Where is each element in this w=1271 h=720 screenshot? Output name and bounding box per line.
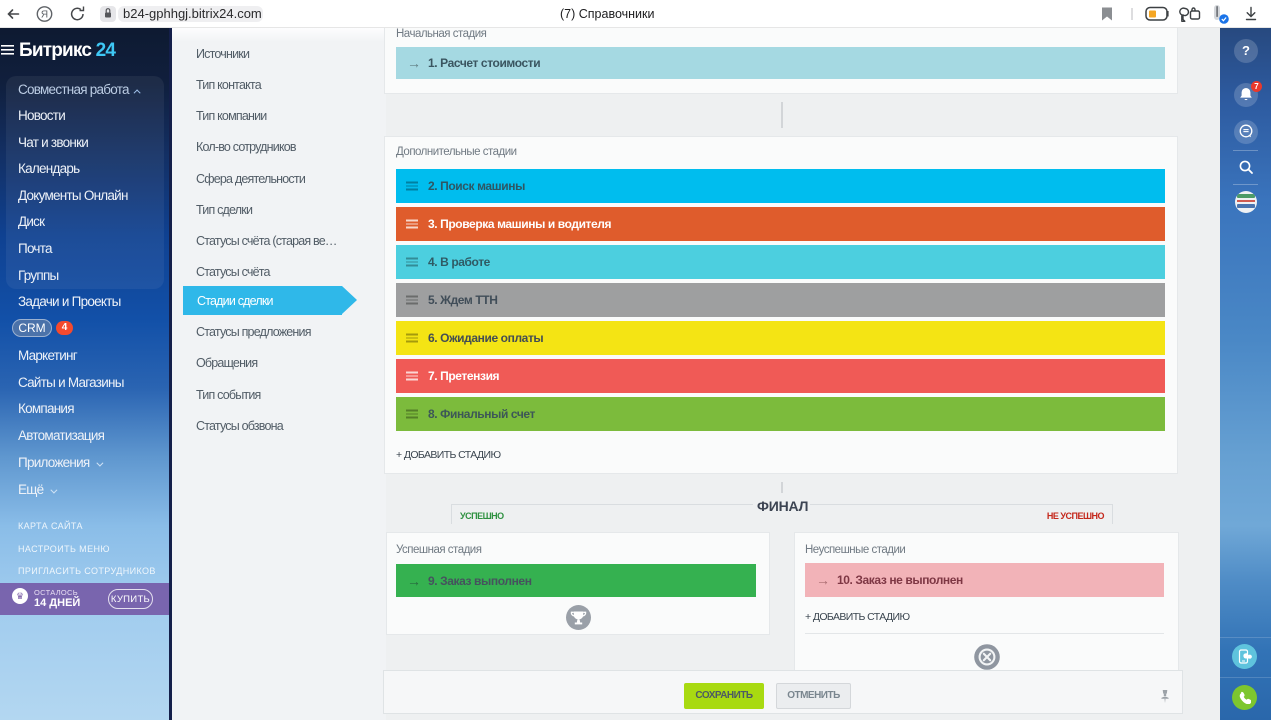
svg-text:b24-gphhgj.bitrix24.com: b24-gphhgj.bitrix24.com [123,6,262,21]
svg-text:Я: Я [41,10,48,21]
